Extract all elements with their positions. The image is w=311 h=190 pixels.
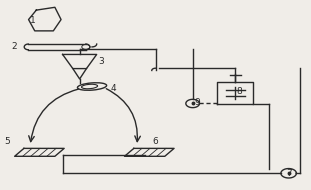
Text: 8: 8	[236, 87, 242, 96]
Text: 9: 9	[194, 98, 200, 107]
Text: 7: 7	[286, 169, 291, 178]
Text: 5: 5	[5, 137, 10, 146]
Text: 6: 6	[153, 137, 158, 146]
Text: 4: 4	[111, 84, 117, 93]
Text: 2: 2	[12, 42, 17, 51]
Text: 3: 3	[99, 57, 104, 66]
Text: 1: 1	[30, 16, 36, 25]
